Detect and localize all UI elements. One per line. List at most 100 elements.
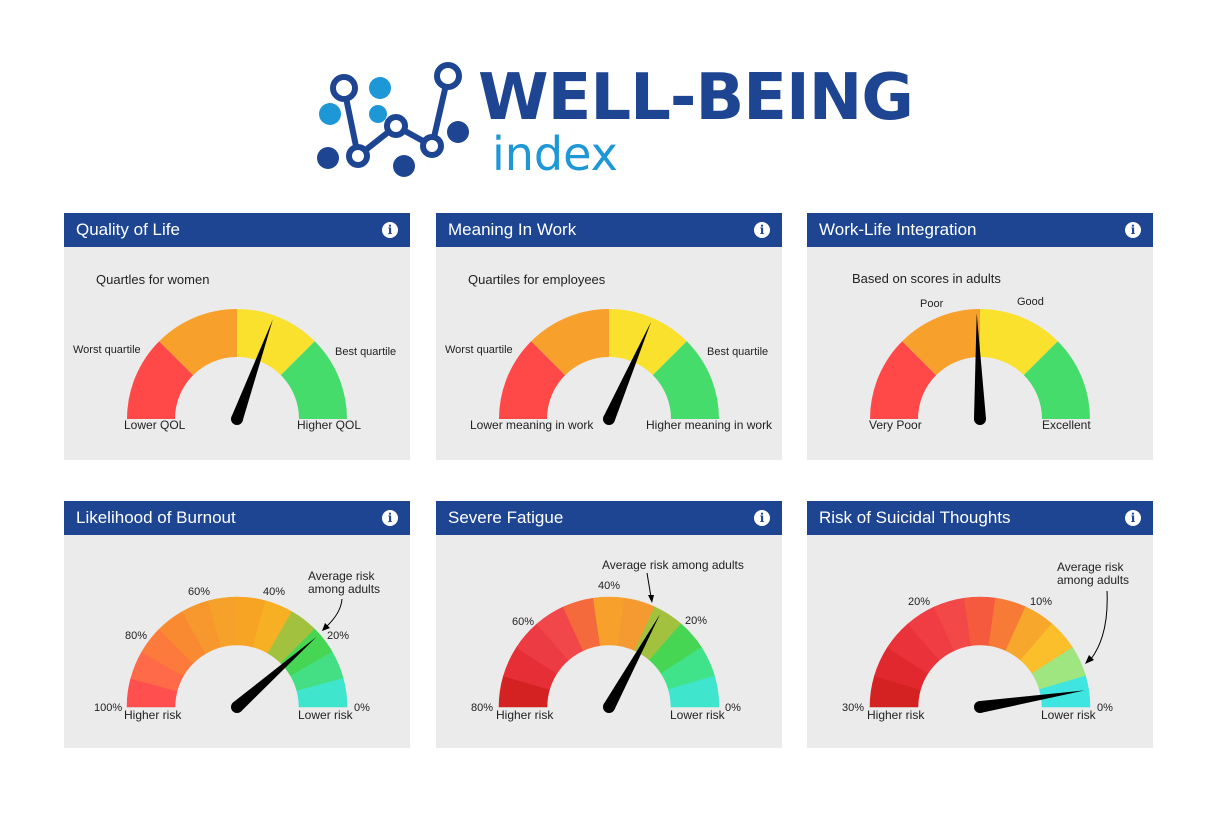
gauge-segment	[127, 341, 194, 419]
label-higher-risk: Higher risk	[496, 708, 554, 722]
label-higher-qol: Higher QOL	[297, 418, 361, 432]
label-higher-risk: Higher risk	[867, 708, 925, 722]
gauge-chart: Worst quartile Best quartile Lower meani…	[445, 309, 773, 432]
card-subtitle: Quartiles for employees	[468, 272, 606, 287]
tick-label: 80%	[125, 630, 147, 642]
gauge-segments	[126, 596, 348, 708]
logo-network-icon	[317, 62, 469, 177]
label-lower-risk: Lower risk	[1041, 708, 1097, 722]
card-work-life-integration: Work-Life Integration i Based on scores …	[807, 213, 1153, 460]
gauge-chart: 30% 20% 10% 0% Higher risk Lower risk Av…	[842, 560, 1129, 722]
gauge-needle-hub	[603, 701, 615, 713]
card-risk-of-suicidal-thoughts: Risk of Suicidal Thoughts i 30% 20% 10% …	[807, 501, 1153, 748]
gauge-chart: Poor Good Very Poor Excellent	[869, 296, 1091, 432]
card-severe-fatigue: Severe Fatigue i 80% 60% 40% 20% 0% High…	[436, 501, 782, 748]
card-title: Work-Life Integration	[819, 220, 977, 239]
label-lower-qol: Lower QOL	[124, 418, 186, 432]
tick-label: 20%	[327, 630, 349, 642]
annotation-average-risk: Average risk	[308, 569, 375, 583]
card-header: Quality of Life i	[64, 213, 410, 247]
gauge-segment	[499, 341, 566, 419]
logo-subtitle: index	[492, 127, 618, 181]
annotation-average-risk: among adults	[308, 582, 380, 596]
label-lower-risk: Lower risk	[670, 708, 726, 722]
label-very-poor: Very Poor	[869, 418, 922, 432]
tick-label: 10%	[1030, 596, 1052, 608]
tick-label: 0%	[354, 702, 370, 714]
gauge-segment	[980, 309, 1058, 376]
label-lower-meaning: Lower meaning in work	[470, 418, 594, 432]
tick-label: 20%	[685, 615, 707, 627]
gauge-segments	[499, 309, 719, 419]
card-header: Work-Life Integration i	[807, 213, 1153, 247]
tick-label: 0%	[725, 702, 741, 714]
gauge-chart: 80% 60% 40% 20% 0% Higher risk Lower ris…	[471, 558, 744, 722]
info-icon[interactable]: i	[382, 510, 398, 526]
info-icon[interactable]: i	[382, 222, 398, 238]
gauge-needle	[233, 636, 317, 712]
label-best-quartile: Best quartile	[335, 346, 396, 358]
info-icon[interactable]: i	[754, 222, 770, 238]
gauge-segment	[668, 675, 720, 708]
card-title: Likelihood of Burnout	[76, 508, 236, 527]
tick-label: 80%	[471, 702, 493, 714]
well-being-logo: WELL-BEING index	[312, 60, 914, 185]
gauge-segment	[280, 341, 347, 419]
card-meaning-in-work: Meaning In Work i Quartiles for employee…	[436, 213, 782, 460]
card-quality-of-life: Quality of Life i Quartles for women Wor…	[64, 213, 410, 460]
annotation-average-risk: Average risk	[1057, 560, 1124, 574]
annotation-arrow	[646, 572, 652, 598]
annotation-arrowhead	[322, 623, 330, 631]
card-title: Meaning In Work	[448, 220, 577, 239]
gauge-segment	[609, 309, 687, 376]
gauge-segment	[902, 309, 980, 376]
label-excellent: Excellent	[1042, 418, 1091, 432]
tick-label: 60%	[512, 616, 534, 628]
label-higher-risk: Higher risk	[124, 708, 182, 722]
info-icon[interactable]: i	[1125, 510, 1141, 526]
gauge-segment	[1023, 341, 1090, 419]
gauge-needle	[976, 690, 1085, 713]
gauge-chart: 100% 80% 60% 40% 20% 0% Higher risk Lowe…	[94, 569, 380, 722]
card-title: Risk of Suicidal Thoughts	[819, 508, 1011, 527]
tick-label: 40%	[263, 586, 285, 598]
tick-label: 20%	[908, 596, 930, 608]
label-higher-meaning: Higher meaning in work	[646, 418, 773, 432]
label-good: Good	[1017, 296, 1044, 308]
annotation-arrow	[325, 598, 343, 628]
card-subtitle: Based on scores in adults	[852, 271, 1001, 286]
gauge-segments	[870, 309, 1090, 419]
gauge-needle-hub	[603, 413, 615, 425]
tick-label: 30%	[842, 702, 864, 714]
gauge-needle-hub	[974, 701, 986, 713]
card-header: Likelihood of Burnout i	[64, 501, 410, 535]
tick-label: 40%	[598, 580, 620, 592]
label-worst-quartile: Worst quartile	[73, 344, 141, 356]
gauge-segment	[531, 309, 609, 376]
gauge-segment	[159, 309, 237, 376]
gauge-segment	[652, 341, 719, 419]
label-worst-quartile: Worst quartile	[445, 344, 513, 356]
card-title: Severe Fatigue	[448, 508, 564, 527]
annotation-average-risk: among adults	[1057, 573, 1129, 587]
tick-label: 0%	[1097, 702, 1113, 714]
gauge-chart: Worst quartile Best quartile Lower QOL H…	[73, 309, 396, 432]
gauge-segments	[127, 309, 347, 419]
gauge-needle-hub	[974, 413, 986, 425]
logo-title: WELL-BEING	[478, 61, 914, 135]
card-subtitle: Quartles for women	[96, 272, 210, 287]
tick-label: 100%	[94, 702, 122, 714]
annotation-arrowhead	[648, 595, 654, 603]
gauge-needle	[974, 313, 986, 423]
annotation-arrow	[1090, 590, 1108, 660]
info-icon[interactable]: i	[1125, 222, 1141, 238]
gauge-segment	[870, 341, 937, 419]
card-header: Meaning In Work i	[436, 213, 782, 247]
annotation-average-risk: Average risk among adults	[602, 558, 744, 572]
card-title: Quality of Life	[76, 220, 180, 239]
card-header: Risk of Suicidal Thoughts i	[807, 501, 1153, 535]
tick-label: 60%	[188, 586, 210, 598]
info-icon[interactable]: i	[754, 510, 770, 526]
gauge-needle	[603, 321, 652, 423]
gauge-segment	[296, 678, 348, 708]
